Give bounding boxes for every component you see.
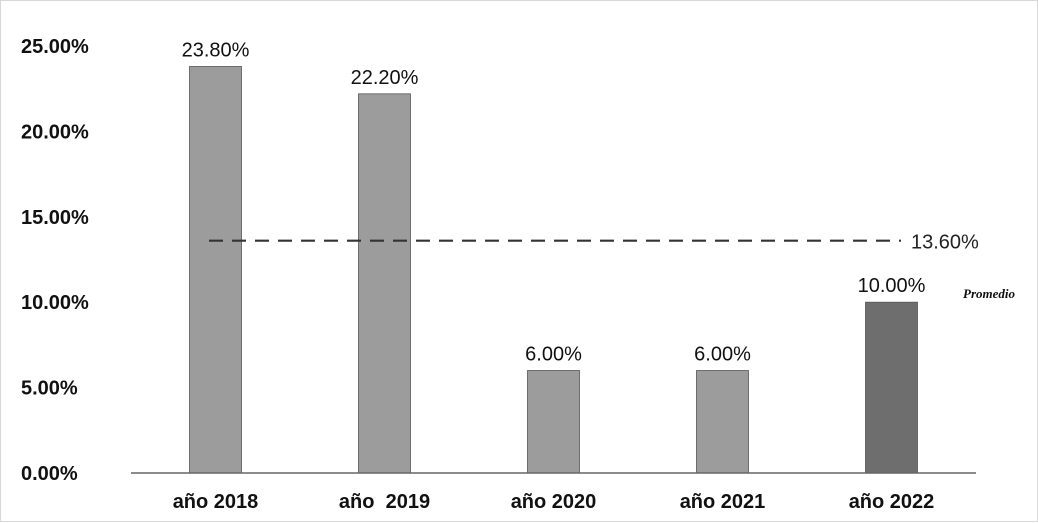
x-tick-label: año 2019 bbox=[339, 491, 430, 513]
y-tick-label: 0.00% bbox=[21, 463, 78, 485]
bar-value-label: 23.80% bbox=[182, 39, 250, 61]
average-value-label: 13.60% bbox=[911, 232, 979, 254]
bar bbox=[527, 370, 580, 474]
y-tick-label: 20.00% bbox=[21, 121, 89, 143]
bar-value-label: 22.20% bbox=[351, 67, 419, 89]
bar bbox=[696, 370, 749, 474]
bar bbox=[865, 301, 918, 474]
y-tick-label: 15.00% bbox=[21, 207, 89, 229]
bar-value-label: 6.00% bbox=[525, 344, 582, 366]
bar bbox=[189, 66, 242, 474]
data-labels: 23.80% 22.20% 6.00% 6.00% 10.00% bbox=[182, 39, 926, 365]
y-tick-label: 10.00% bbox=[21, 292, 89, 314]
x-tick-label: año 2021 bbox=[680, 491, 766, 513]
bars bbox=[189, 66, 918, 474]
bar bbox=[358, 93, 411, 474]
x-tick-label: año 2020 bbox=[511, 491, 597, 513]
x-axis: año 2018 año 2019 año 2020 año 2021 año 2022 bbox=[131, 472, 976, 513]
average-line-group: 13.60% Promedio bbox=[209, 232, 1015, 301]
y-tick-label: 25.00% bbox=[21, 36, 89, 58]
x-tick-label: año 2022 bbox=[849, 491, 935, 513]
y-tick-label: 5.00% bbox=[21, 378, 78, 400]
bar-value-label: 10.00% bbox=[858, 275, 926, 297]
x-tick-label: año 2018 bbox=[173, 491, 259, 513]
average-name-label: Promedio bbox=[963, 286, 1015, 301]
bar-value-label: 6.00% bbox=[694, 344, 751, 366]
y-axis: 0.00% 5.00% 10.00% 15.00% 20.00% 25.00% bbox=[21, 36, 89, 485]
